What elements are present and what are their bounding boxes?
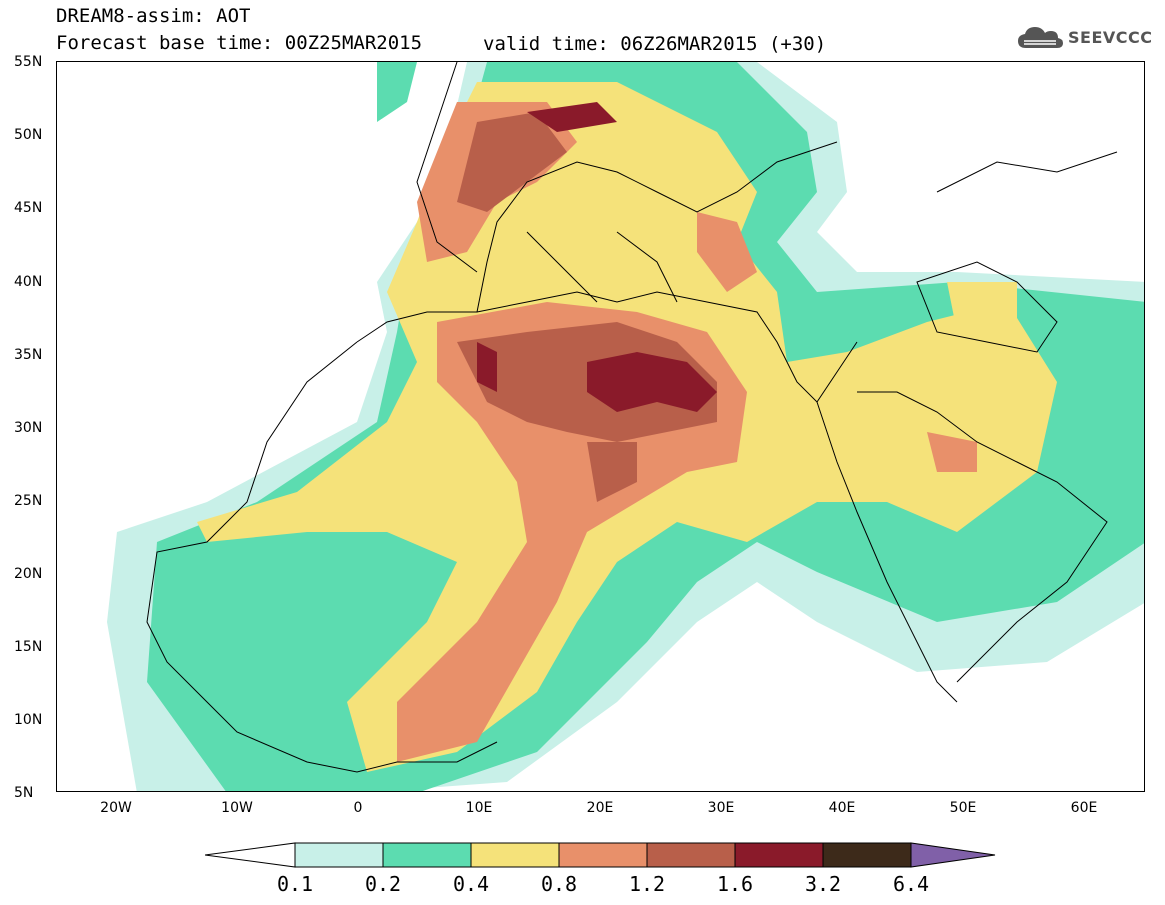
lat-tick-25n: 25N: [14, 493, 43, 509]
colorbar-arrow-high: [910, 842, 996, 868]
lat-tick-30n: 30N: [14, 420, 43, 436]
aot-band-1.6: [477, 102, 717, 412]
lat-tick-5n: 5N: [14, 785, 34, 801]
colorbar-label-6.4: 6.4: [892, 872, 930, 896]
coastlines: [146, 62, 1118, 773]
cloud-icon: [1018, 27, 1063, 48]
colorbar-band-0.4: [470, 842, 560, 868]
colorbar-label-1.2: 1.2: [628, 872, 666, 896]
lon-tick-20w: 20W: [100, 800, 132, 816]
lat-tick-40n: 40N: [14, 274, 43, 290]
aot-colorbar: [205, 842, 996, 868]
lat-tick-45n: 45N: [14, 200, 43, 216]
colorbar-band-0.1: [294, 842, 384, 868]
colorbar-band-3.2: [822, 842, 912, 868]
lon-tick-50e: 50E: [949, 800, 977, 816]
lat-tick-15n: 15N: [14, 639, 43, 655]
colorbar-band-1.6: [734, 842, 824, 868]
lon-tick-30e: 30E: [707, 800, 735, 816]
colorbar-label-0.1: 0.1: [276, 872, 314, 896]
lon-tick-10w: 10W: [221, 800, 253, 816]
colorbar-label-0.2: 0.2: [364, 872, 402, 896]
colorbar-label-0.8: 0.8: [540, 872, 578, 896]
lat-tick-55n: 55N: [14, 54, 43, 70]
lon-tick-40e: 40E: [828, 800, 856, 816]
colorbar-band-0.2: [382, 842, 472, 868]
colorbar-band-0.8: [558, 842, 648, 868]
colorbar-band-1.2: [646, 842, 736, 868]
valid-time: valid time: 06Z26MAR2015 (+30): [483, 33, 827, 55]
lat-tick-20n: 20N: [14, 566, 43, 582]
aot-map: [56, 61, 1145, 792]
forecast-base-time: Forecast base time: 00Z25MAR2015: [56, 32, 423, 54]
aot-contour-field: [107, 62, 1144, 791]
lon-tick-60e: 60E: [1070, 800, 1098, 816]
colorbar-label-3.2: 3.2: [804, 872, 842, 896]
colorbar-arrow-low: [205, 842, 296, 868]
lat-tick-50n: 50N: [14, 127, 43, 143]
map-title: DREAM8-assim: AOT: [56, 5, 251, 27]
lat-tick-10n: 10N: [14, 712, 43, 728]
lon-tick-0: 0: [353, 800, 363, 816]
seevccc-logo: SEEVCCC: [1016, 24, 1153, 50]
logo-text: SEEVCCC: [1068, 27, 1153, 47]
lon-tick-10e: 10E: [465, 800, 493, 816]
lat-tick-35n: 35N: [14, 347, 43, 363]
lon-tick-20e: 20E: [586, 800, 614, 816]
colorbar-label-1.6: 1.6: [716, 872, 754, 896]
colorbar-label-0.4: 0.4: [452, 872, 490, 896]
